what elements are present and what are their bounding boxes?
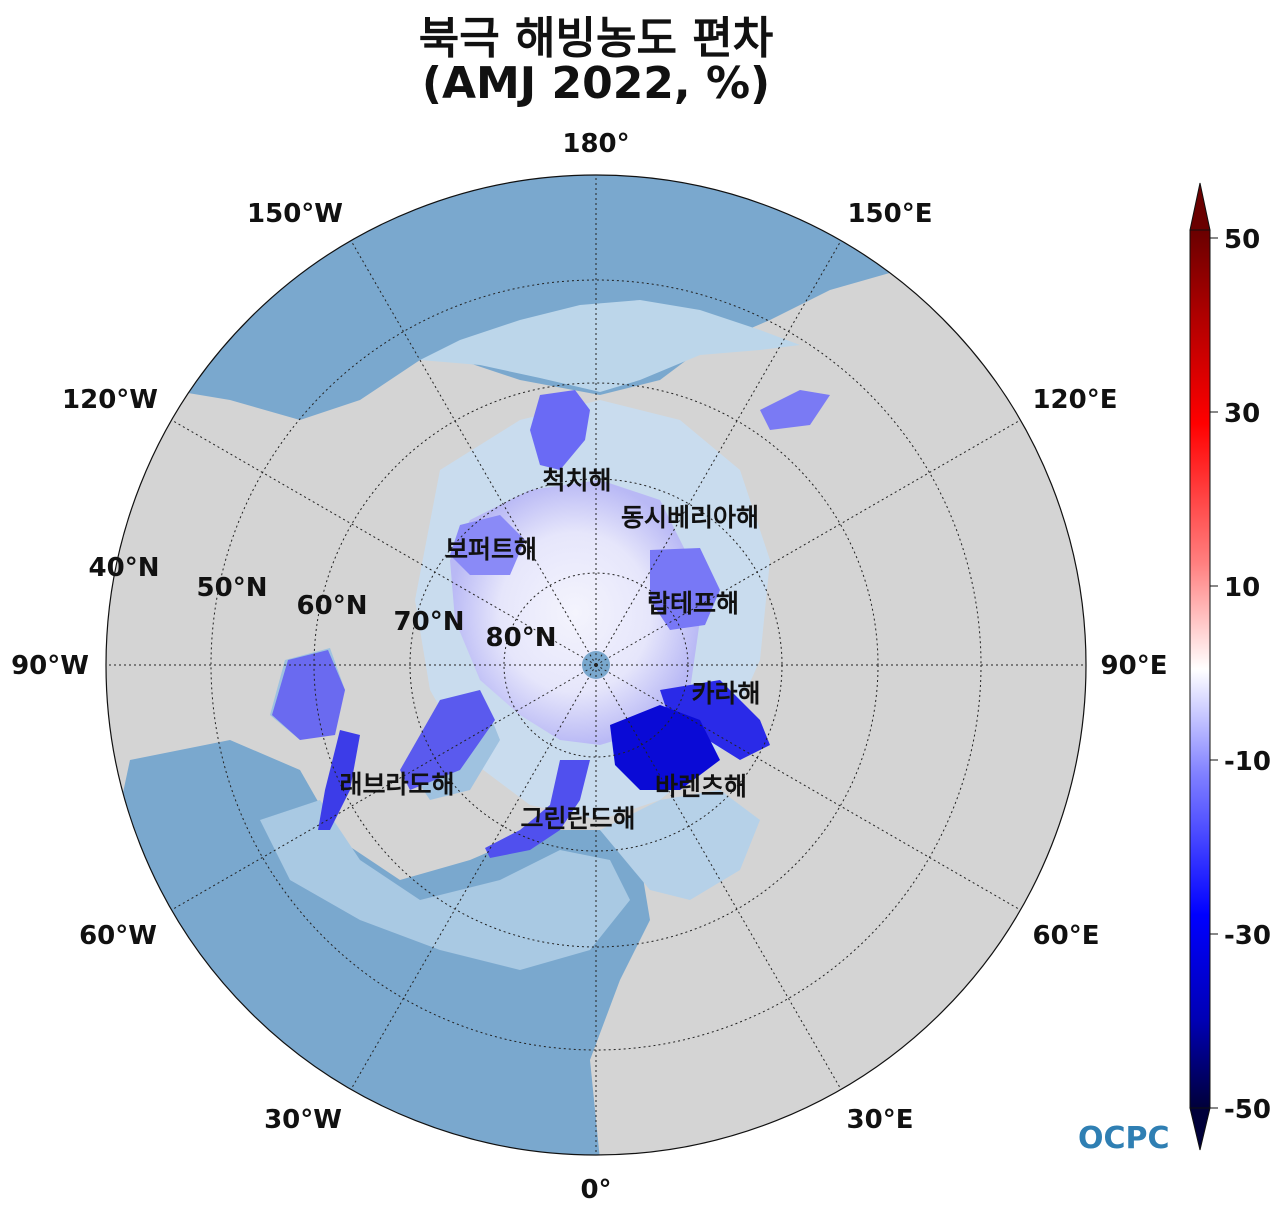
kara-anomaly	[660, 680, 770, 760]
lon-label-60e: 60°E	[1033, 921, 1100, 951]
lat-label-50n: 50°N	[197, 573, 268, 603]
meridian-line	[171, 419, 597, 666]
lat-label-60n: 60°N	[297, 591, 368, 621]
lon-label-60w: 60°W	[79, 921, 157, 951]
chukchi-anomaly	[530, 390, 590, 470]
colorbar-tick-30: 30	[1224, 399, 1260, 429]
map-title: 북극 해빙농도 편차	[418, 13, 774, 64]
colorbar-min-extend	[1189, 1107, 1211, 1151]
colorbar-tick-50: 50	[1224, 225, 1260, 255]
colorbar: 50 30 10 -10 -30 -50	[1189, 182, 1271, 1151]
colorbar-tick-neg50: -50	[1224, 1095, 1271, 1125]
meridian-line	[595, 419, 1021, 666]
meridian-line	[595, 240, 842, 666]
lat-label-40n: 40°N	[89, 553, 160, 583]
lon-label-120e: 120°E	[1032, 385, 1117, 415]
colorbar-tick-neg10: -10	[1224, 747, 1271, 777]
colorbar-max-extend	[1189, 182, 1211, 231]
map-subtitle: (AMJ 2022, %)	[421, 58, 771, 109]
lon-label-0: 0°	[580, 1175, 611, 1205]
ocpc-logo: OCPC	[1078, 1121, 1170, 1156]
sea-label-labrador: 래브라도해	[339, 770, 454, 799]
sea-label-greenland: 그린란드해	[520, 804, 635, 833]
atlantic-shelf	[260, 800, 630, 970]
labrador-anomaly	[400, 690, 495, 790]
lat-label-70n: 70°N	[394, 607, 465, 637]
lon-label-30w: 30°W	[264, 1105, 342, 1135]
lon-label-90w: 90°W	[11, 651, 89, 681]
colorbar-tick-10: 10	[1224, 573, 1260, 603]
graticule	[106, 175, 1086, 1155]
lat-label-80n: 80°N	[486, 623, 557, 653]
meridian-line	[350, 240, 597, 666]
hudson-anomaly	[272, 650, 345, 740]
sea-label-chukchi: 척치해	[542, 466, 611, 495]
map-boundary	[105, 174, 1087, 1156]
sea-label-laptev: 랍테프해	[647, 589, 739, 618]
meridian-line	[595, 664, 842, 1090]
norwegian-sea	[600, 790, 760, 900]
lon-label-120w: 120°W	[62, 385, 158, 415]
okhotsk-anomaly	[760, 390, 830, 430]
lon-label-150e: 150°E	[847, 199, 932, 229]
lon-label-180: 180°	[562, 129, 629, 159]
meridian-line	[350, 664, 597, 1090]
greenland-anomaly	[485, 760, 590, 858]
laptev-anomaly	[650, 548, 720, 630]
pacific-shelf	[420, 300, 800, 392]
meridian-line	[171, 664, 597, 911]
sea-label-beaufort: 보퍼트해	[445, 535, 537, 564]
colorbar-bar	[1189, 229, 1211, 1109]
colorbar-tick-neg30: -30	[1224, 921, 1271, 951]
sea-label-east-siberian: 동시베리아해	[621, 503, 759, 532]
lon-label-30e: 30°E	[847, 1105, 914, 1135]
lon-label-150w: 150°W	[247, 199, 343, 229]
sea-label-kara: 카라해	[691, 679, 760, 708]
meridian-line	[595, 664, 1021, 911]
barents-anomaly	[610, 705, 720, 790]
lon-label-90e: 90°E	[1101, 651, 1168, 681]
sea-label-barents: 바렌츠해	[655, 772, 747, 801]
